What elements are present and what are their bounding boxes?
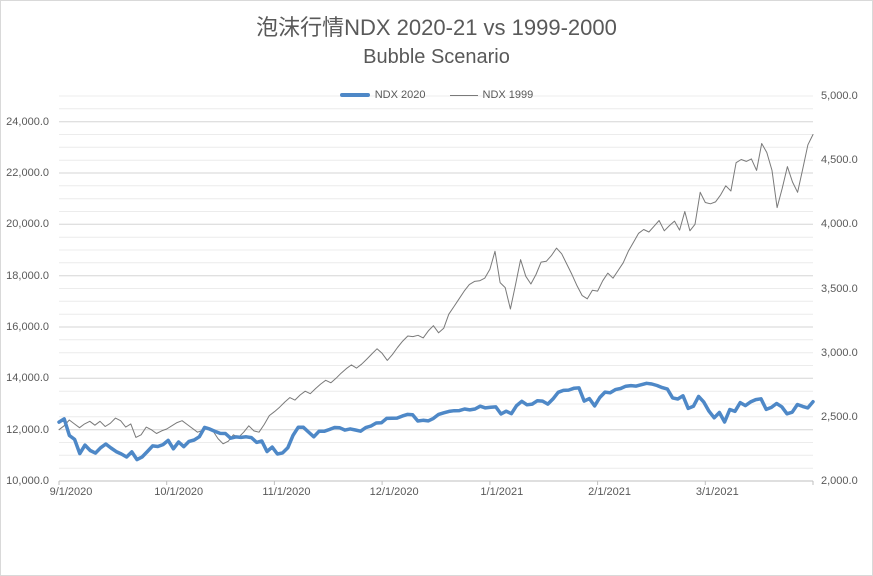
- x-axis-tick-label: 3/1/2021: [695, 486, 739, 498]
- y-axis-tick-label-right: 2,000.0: [821, 475, 858, 487]
- y-axis-tick-label-left: 12,000.0: [6, 423, 49, 436]
- x-axis-tick-label: 12/1/2020: [369, 486, 419, 498]
- legend-label: NDX 1999: [482, 89, 534, 101]
- x-axis-tick-label: 2/1/2021: [588, 486, 631, 498]
- chart-title: 泡沫行情NDX 2020-21 vs 1999-2000 Bubble Scen…: [1, 14, 872, 70]
- y-axis-tick-label-left: 18,000.0: [6, 269, 49, 282]
- y-axis-tick-label-left: 16,000.0: [6, 321, 49, 333]
- y-axis-tick-label-right: 3,500.0: [821, 282, 858, 295]
- y-axis-tick-label-right: 4,000.0: [821, 218, 858, 231]
- y-axis-tick-label-left: 20,000.0: [6, 218, 49, 231]
- legend-label: NDX 2020: [374, 89, 426, 101]
- y-axis-tick-label-left: 24,000.0: [6, 115, 49, 128]
- legend: NDX 2020 NDX 1999: [1, 89, 872, 101]
- x-axis-tick-label: 1/1/2021: [480, 486, 524, 498]
- y-axis-tick-label-right: 5,000.0: [821, 90, 858, 102]
- chart-title-line2: Bubble Scenario: [363, 45, 510, 68]
- y-axis-tick-label-right: 4,500.0: [821, 154, 858, 167]
- legend-item-ndx-2020[interactable]: NDX 2020: [339, 89, 426, 101]
- legend-marker: [449, 94, 478, 96]
- x-axis-tick-label: 10/1/2020: [154, 486, 204, 498]
- x-axis-tick-label: 11/1/2020: [262, 486, 311, 498]
- y-axis-tick-label-right: 3,000.0: [821, 346, 858, 359]
- y-axis-tick-label-left: 22,000.0: [6, 167, 49, 179]
- y-axis-tick-label-right: 2,500.0: [821, 410, 858, 423]
- chart-title-line1: 泡沫行情NDX 2020-21 vs 1999-2000: [256, 15, 617, 40]
- legend-marker: [339, 93, 370, 97]
- y-axis-tick-label-left: 14,000.0: [6, 372, 49, 385]
- legend-item-ndx-1999[interactable]: NDX 1999: [449, 89, 534, 101]
- x-axis-tick-label: 9/1/2020: [49, 486, 93, 498]
- y-axis-tick-label-left: 10,000.0: [6, 475, 49, 487]
